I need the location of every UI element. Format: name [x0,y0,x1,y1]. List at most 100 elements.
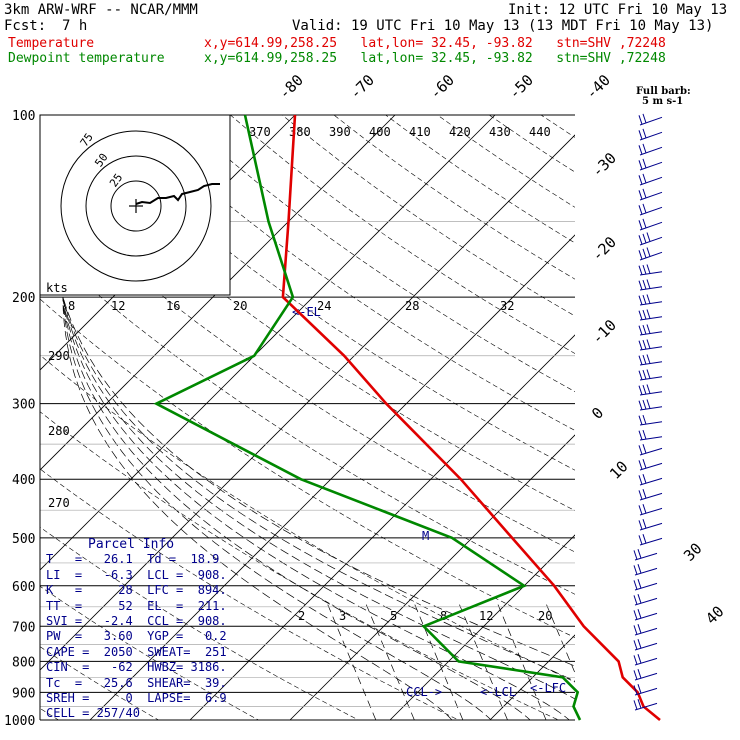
wind-barb-flag [637,609,642,619]
wind-barb-flag [642,188,647,199]
wind-barb-flag [633,700,638,710]
wind-barb-flag [642,474,647,484]
parcel-info-row: T = 26.1 Td = 18.9 [46,552,220,567]
parcel-info-row: CIN = -62 HWBZ= 3186. [46,660,227,675]
wind-barb [639,236,663,246]
mixing-ratio-label: 12 [479,609,493,623]
dry-adiabat-line [40,354,575,683]
wind-barb-flag [638,250,643,260]
wind-barb-flag [633,550,638,560]
hodograph-ring-label: 75 [78,131,96,149]
wind-barb-flag [642,128,647,139]
mixing-ratio-line [544,599,575,674]
wind-barb [634,702,658,711]
moist-adiabat-line [62,297,531,720]
wind-barb-flag [642,384,647,395]
parcel-info-row: TT = 52 EL = 211. [46,598,227,613]
wind-barb-flag [637,639,642,649]
pressure-tick-label: 400 [12,473,35,488]
mixing-ratio-label: 2 [298,609,305,623]
wind-barb [639,331,663,336]
dry-adiabat-line [551,87,740,733]
theta-label: 430 [489,125,511,139]
wind-barb-flag [646,399,651,409]
theta-label: 380 [289,125,311,139]
init-time: Init: 12 UTC Fri 10 May 13 [508,2,728,18]
wind-barb-flag [642,399,647,410]
wind-barb-flag [637,549,642,559]
dewpoint-trace [153,114,582,721]
isotherm-line [189,334,575,720]
wind-barb-flag [637,684,642,694]
wind-barb [639,131,663,141]
wind-barb-flag [638,190,643,200]
barb-legend-value: 5 m s-1 [642,96,684,107]
wind-barb [634,657,658,666]
moist-adiabat-label: 12 [111,299,125,313]
wind-barb-flag [637,669,642,679]
wind-barb-flag [633,595,638,605]
ccl-marker: CCL-> [406,685,442,699]
dry-adiabat-line [333,115,575,280]
wind-barb [639,271,663,276]
parcel-info-title: Parcel Info [88,537,175,552]
wind-barb-flag [638,115,643,125]
wind-barb [634,672,658,681]
wind-barb-flag [637,579,642,589]
wind-barb-flag [646,324,651,334]
wind-barb [639,522,663,531]
parcel-info-panel: Parcel Info T = 26.1 Td = 18.9 LI = -6.3 … [46,537,227,722]
wind-barb-flag [642,354,647,365]
wind-barb-flag [633,640,638,650]
wind-barb [634,687,658,696]
wind-barb [639,391,663,396]
wind-barb [639,507,663,516]
forecast-value: 7 h [62,18,88,34]
forecast-label: Fcst: [4,18,47,34]
dry-adiabat-line [602,87,740,733]
wind-barb-flag [638,535,643,545]
wind-barb [639,376,663,381]
wind-barb-flag [633,565,638,575]
wind-barb-flag [637,624,642,634]
wind-barb [634,582,658,591]
wind-barb-flag [638,475,643,485]
wind-barb-flag [646,264,651,274]
isotherm-label: -30 [588,149,620,181]
wind-barb-flag [646,384,651,394]
wind-barb-flag [646,247,651,257]
isotherm-label: -80 [275,71,307,103]
wind-barb-flag [638,520,643,530]
wind-barb-flag [638,400,643,410]
wind-barb-flag [642,113,647,124]
isotherm-label: -10 [588,316,620,348]
isotherm-label: -60 [426,71,458,103]
wind-barb-flag [642,489,647,499]
wind-barb [639,537,663,546]
theta-label: 390 [329,125,351,139]
legend-temperature-name: Temperature [8,36,95,51]
wind-barb [639,286,663,291]
wind-barb-flag [633,685,638,695]
wind-barb-flag [638,265,643,275]
wind-barb [639,301,663,306]
hodograph-ring [85,155,187,257]
wind-barb [639,176,663,186]
pressure-tick-label: 200 [12,291,35,306]
isotherm-line [40,115,396,471]
wind-barb-flag [633,580,638,590]
pressure-tick-label: 600 [12,580,35,595]
wind-barb-flag [638,385,643,395]
moist-adiabat-label: 20 [233,299,247,313]
el-marker: <-EL [292,305,321,319]
isotherm-label: -50 [505,71,537,103]
wind-barb [639,436,663,441]
wind-barb [639,406,663,411]
dry-adiabat-line [652,87,740,733]
dry-adiabat-line [281,115,575,317]
dry-adiabat-line [40,526,360,720]
theta-label: 420 [449,125,471,139]
wind-barb [634,552,658,561]
wind-barb-flag [642,158,647,169]
wind-barb-flag [638,160,643,170]
